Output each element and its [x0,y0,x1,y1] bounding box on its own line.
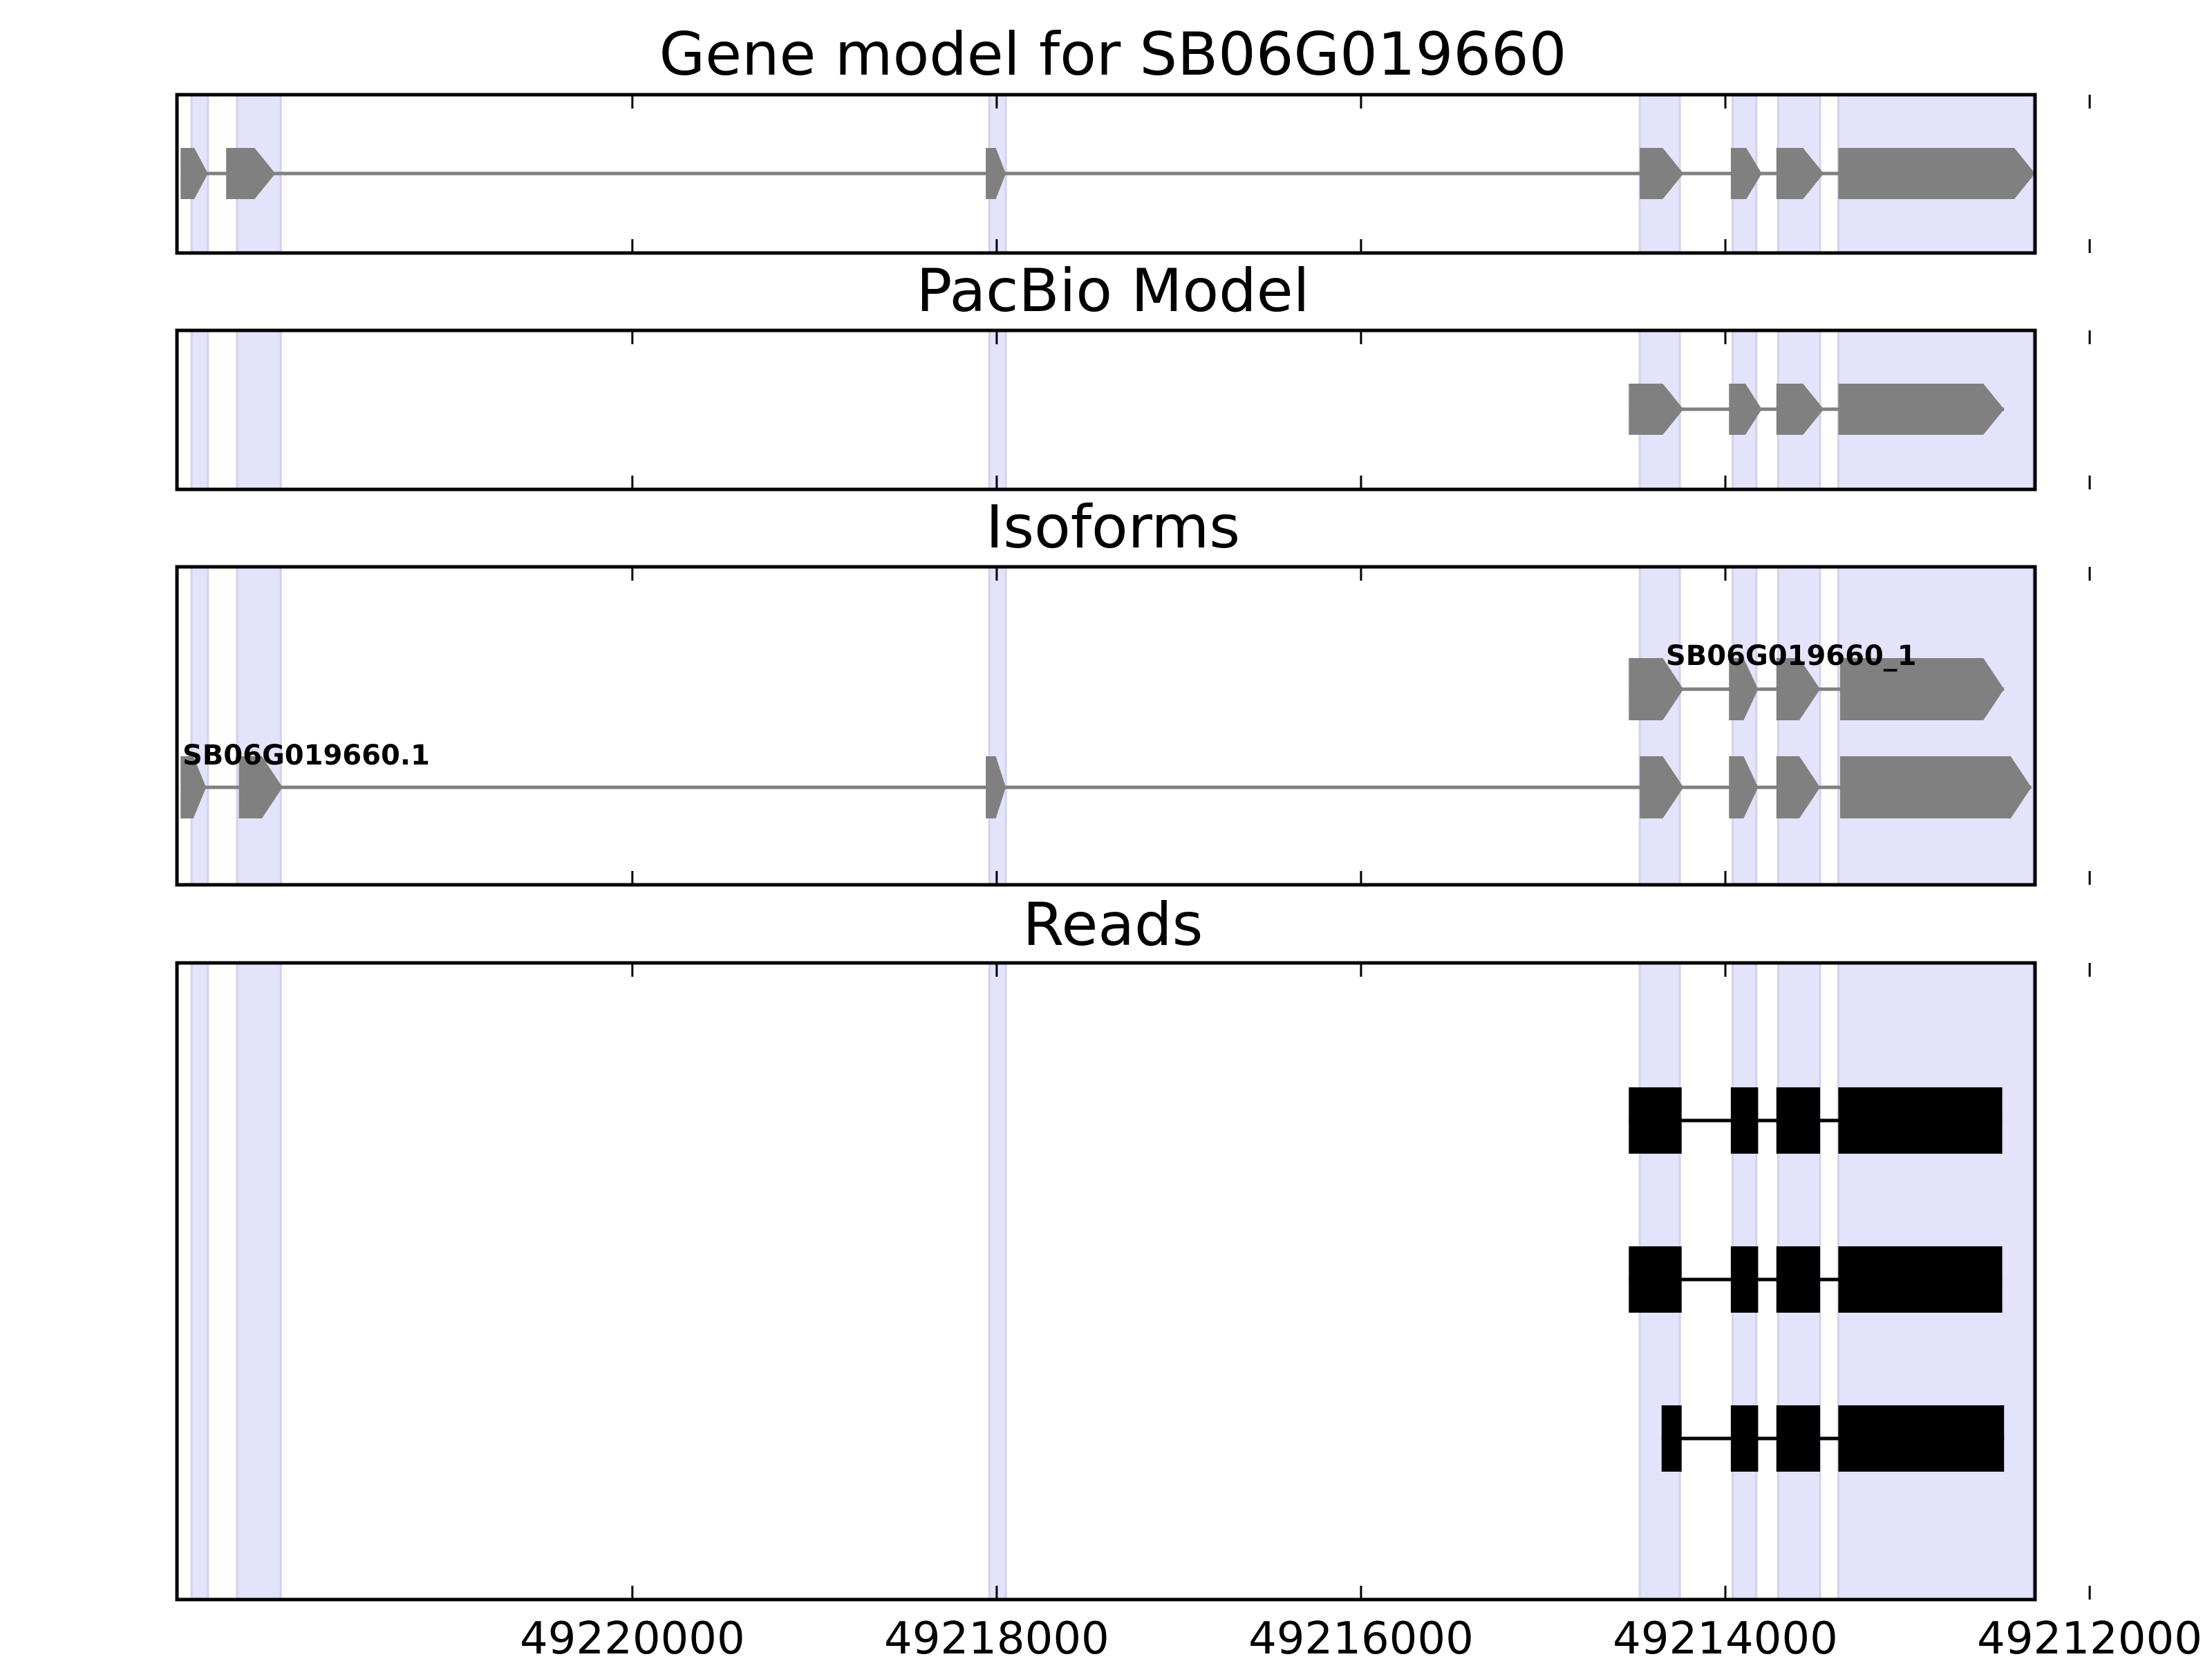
exon-highlight-band [190,565,209,886]
exon-highlight-band [1732,565,1758,886]
panel-title-pacbio-model: PacBio Model [916,256,1309,326]
exon-arrow [180,756,207,818]
exon-highlight-band [988,329,1007,491]
exon-arrow [1838,384,2005,435]
panel-pacbio-model: PacBio Model [175,256,2091,491]
read-exon-block [1838,1405,2005,1472]
read-exon-block [1838,1087,2003,1154]
exon-highlight-band [988,565,1007,886]
x-tick-label-3: 49214000 [1613,1613,1838,1659]
exon-arrow [180,148,208,199]
exon-arrow [1840,658,2005,720]
read-exon-block [1629,1087,1682,1154]
x-tick-label-0: 49220000 [520,1613,745,1659]
exon-highlight-band [190,962,209,1601]
panel-frame [175,565,2037,887]
x-axis-tick-labels: 49220000 49218000 49216000 49214000 4921… [520,1613,2202,1659]
exon-arrow [238,756,283,818]
exon-highlight-band [1777,565,1821,886]
panel-gene-model: Gene model for SB06G019660 [175,20,2091,255]
x-tick-label-2: 49216000 [1248,1613,1474,1659]
exon-arrow [1776,148,1824,199]
read-exon-block [1730,1246,1759,1313]
panel-title-reads: Reads [1023,890,1203,959]
exon-arrow [1640,756,1684,818]
panel-reads: Reads [175,890,2091,1602]
read-exon-block [1730,1087,1759,1154]
x-tick-label-1: 49218000 [884,1613,1109,1659]
isoform-label-2: SB06G019660.1 [182,740,430,771]
exon-arrow [1729,756,1759,818]
exon-arrow [1729,658,1759,720]
exon-highlight-band [236,329,282,491]
exon-highlight-band [988,962,1007,1601]
exon-arrow [1730,148,1762,199]
panel-isoforms: Isoforms SB06G019660_1 SB06G019660.1 [175,493,2091,887]
exon-arrow [1629,384,1684,435]
read-exon-block [1776,1246,1821,1313]
read-exon-block [1776,1405,1821,1472]
read-exon-block [1661,1405,1682,1472]
exon-arrow [1776,384,1824,435]
exon-arrow [1629,658,1684,720]
read-exon-block [1629,1246,1682,1313]
exon-highlight-band [1638,565,1681,886]
exon-arrow [1640,148,1684,199]
exon-highlight-band [236,962,282,1601]
isoform-label-1: SB06G019660_1 [1666,640,1917,672]
exon-arrow [1729,384,1762,435]
panel-title-gene-model: Gene model for SB06G019660 [659,20,1567,89]
exon-arrow [986,756,1006,818]
exon-arrow [226,148,276,199]
exon-arrow [1840,756,2032,818]
panel-frame [175,961,2037,1602]
read-exon-block [1776,1087,1821,1154]
exon-arrow [986,148,1006,199]
exon-highlight-band [236,565,282,886]
exon-arrow [1776,658,1821,720]
exon-highlight-band [190,329,209,491]
exon-arrow [1838,148,2035,199]
panel-frame [175,328,2037,491]
exon-highlight-band [1837,565,2034,886]
exon-arrow [1776,756,1821,818]
read-exon-block [1730,1405,1759,1472]
panel-frame [175,93,2037,255]
read-exon-block [1838,1246,2003,1313]
x-tick-label-4: 49212000 [1977,1613,2202,1659]
panel-title-isoforms: Isoforms [986,493,1240,562]
